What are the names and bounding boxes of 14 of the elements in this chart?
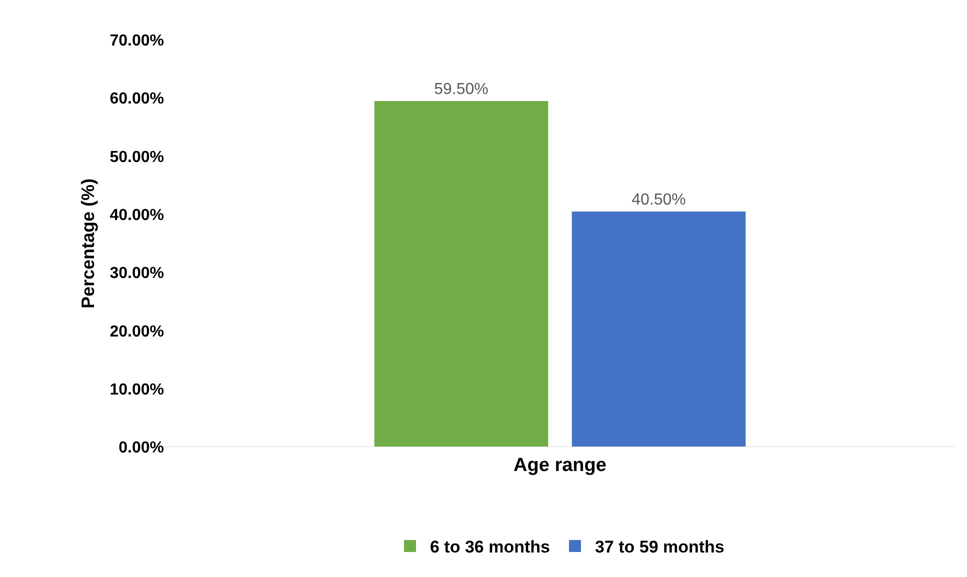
- y-tick-label: 40.00%: [110, 207, 164, 224]
- y-tick-label: 50.00%: [110, 148, 164, 166]
- y-tick-label: 60.00%: [110, 90, 164, 108]
- y-tick-label: 30.00%: [110, 265, 164, 282]
- data-label: 59.50%: [434, 81, 488, 98]
- x-axis-title: Age range: [514, 454, 606, 476]
- legend-label: 6 to 36 months: [430, 538, 550, 557]
- y-tick-label: 10.00%: [110, 381, 164, 398]
- data-label: 40.50%: [632, 192, 686, 209]
- y-axis-title: Percentage (%): [78, 178, 98, 309]
- y-tick-label: 70.00%: [110, 32, 164, 50]
- y-tick-label: 20.00%: [110, 323, 164, 340]
- y-tick-label: 0.00%: [118, 440, 164, 457]
- legend-label: 37 to 59 months: [594, 538, 724, 557]
